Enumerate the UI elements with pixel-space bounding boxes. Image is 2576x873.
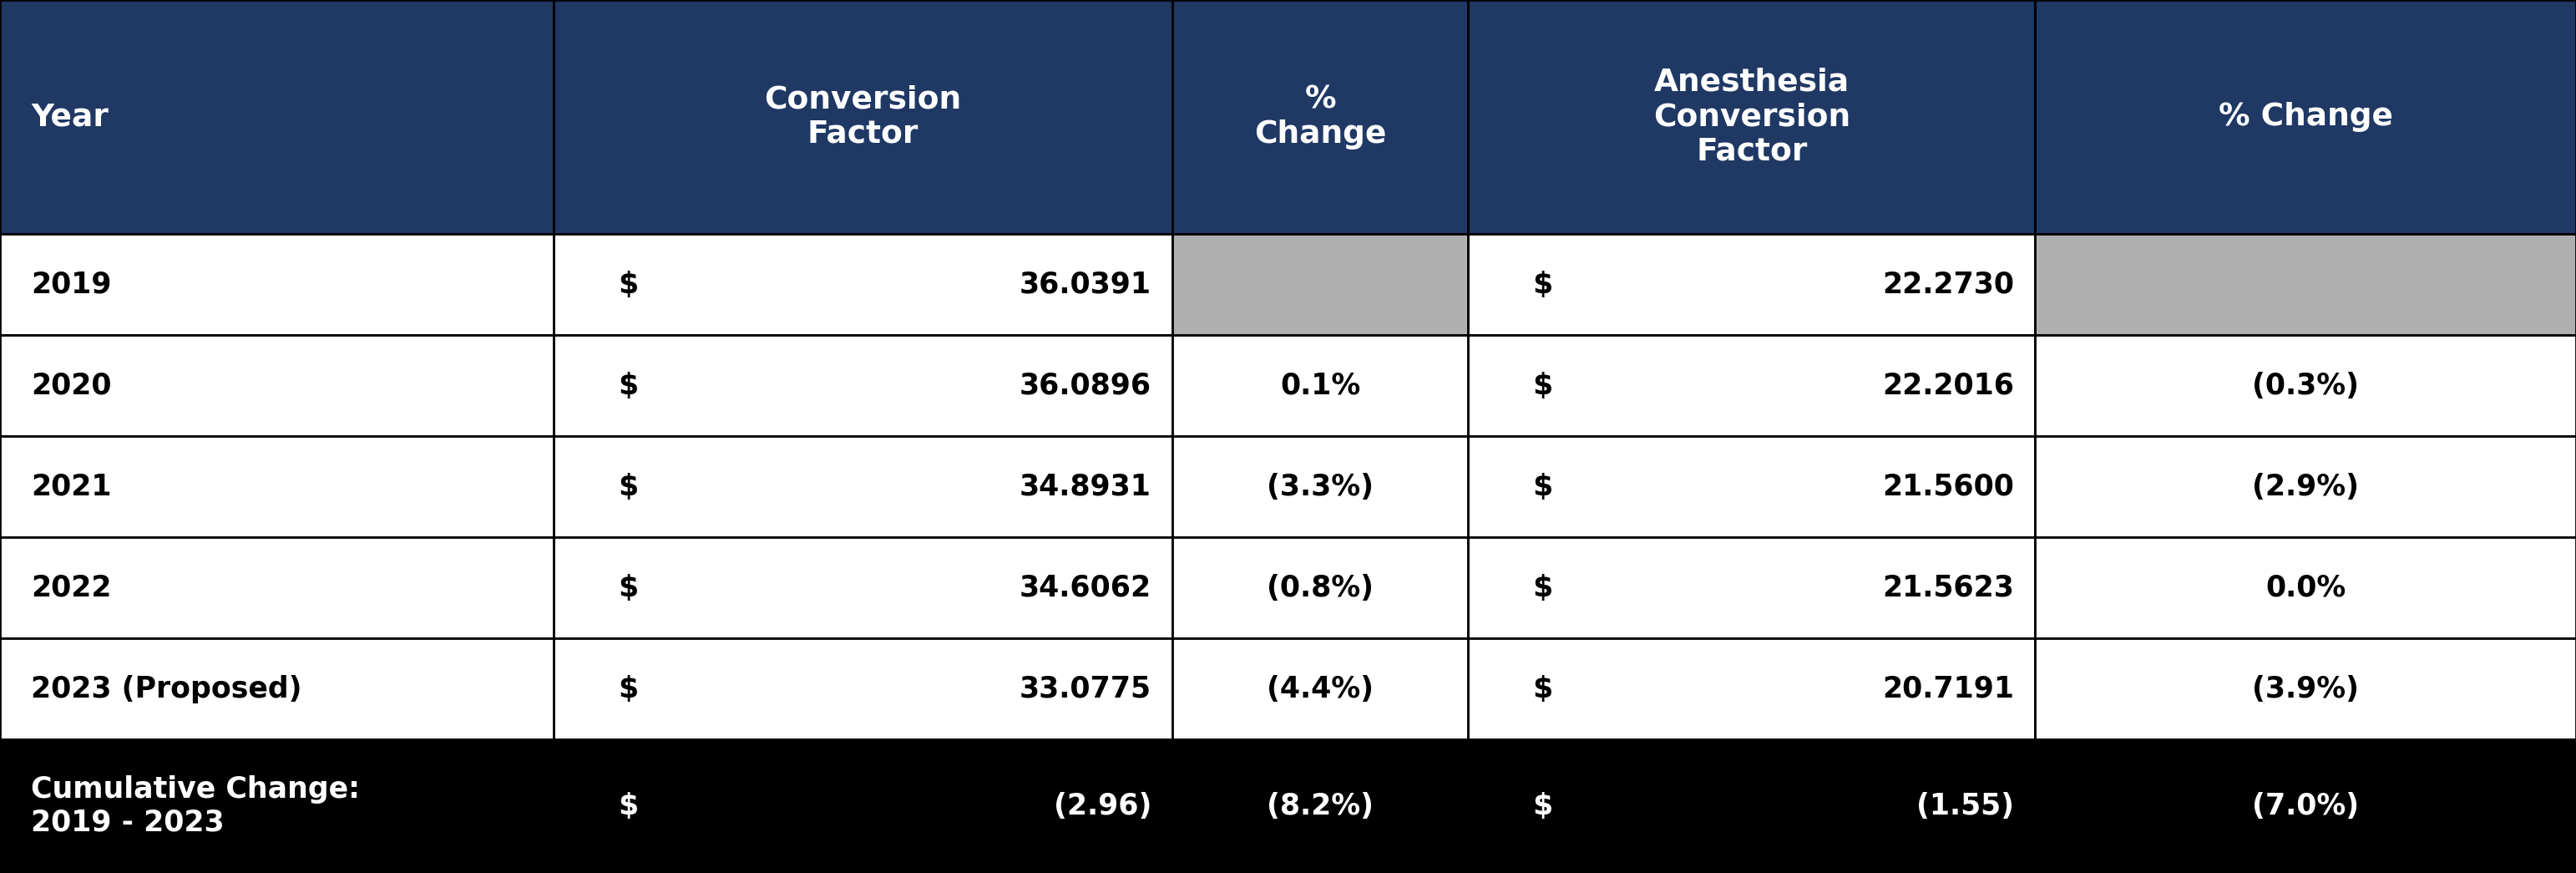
Text: $: $ <box>1533 271 1553 299</box>
Text: 36.0391: 36.0391 <box>1020 271 1151 299</box>
Text: 36.0896: 36.0896 <box>1020 371 1151 400</box>
Bar <box>2035 335 2576 436</box>
Bar <box>1468 436 2035 537</box>
Bar <box>2035 537 2576 638</box>
Bar <box>1172 537 1468 638</box>
Text: $: $ <box>618 371 639 400</box>
Bar <box>554 234 1172 335</box>
Bar <box>1172 234 1468 335</box>
Bar <box>1468 0 2035 234</box>
Text: $: $ <box>1533 792 1553 821</box>
Bar <box>0 0 554 234</box>
Text: $: $ <box>1533 675 1553 703</box>
Text: 21.5623: 21.5623 <box>1883 574 2014 602</box>
Text: 20.7191: 20.7191 <box>1883 675 2014 703</box>
Text: % Change: % Change <box>2218 102 2393 132</box>
Bar <box>1172 638 1468 739</box>
Bar <box>1468 234 2035 335</box>
Bar <box>2035 739 2576 873</box>
Bar <box>2035 234 2576 335</box>
Text: 33.0775: 33.0775 <box>1020 675 1151 703</box>
Bar <box>1172 335 1468 436</box>
Text: $: $ <box>618 792 639 821</box>
Bar <box>2035 0 2576 234</box>
Bar <box>554 638 1172 739</box>
Text: 2020: 2020 <box>31 371 111 400</box>
Bar <box>1172 436 1468 537</box>
Bar <box>1172 739 1468 873</box>
Text: $: $ <box>618 675 639 703</box>
Text: $: $ <box>618 574 639 602</box>
Bar <box>0 638 554 739</box>
Text: $: $ <box>618 472 639 501</box>
Text: 22.2016: 22.2016 <box>1883 371 2014 400</box>
Text: (4.4%): (4.4%) <box>1267 675 1373 703</box>
Bar <box>1468 335 2035 436</box>
Text: Conversion
Factor: Conversion Factor <box>765 85 961 149</box>
Text: (0.8%): (0.8%) <box>1267 574 1373 602</box>
Bar <box>554 537 1172 638</box>
Text: (2.9%): (2.9%) <box>2251 472 2360 501</box>
Text: 21.5600: 21.5600 <box>1883 472 2014 501</box>
Bar <box>0 234 554 335</box>
Bar <box>554 335 1172 436</box>
Text: (7.0%): (7.0%) <box>2251 792 2360 821</box>
Text: Anesthesia
Conversion
Factor: Anesthesia Conversion Factor <box>1654 67 1850 167</box>
Bar <box>1468 638 2035 739</box>
Text: 2021: 2021 <box>31 472 111 501</box>
Bar <box>0 335 554 436</box>
Text: 0.0%: 0.0% <box>2264 574 2347 602</box>
Text: $: $ <box>1533 371 1553 400</box>
Text: 34.6062: 34.6062 <box>1020 574 1151 602</box>
Text: 2022: 2022 <box>31 574 111 602</box>
Text: (3.3%): (3.3%) <box>1267 472 1373 501</box>
Bar <box>1468 739 2035 873</box>
Text: $: $ <box>1533 472 1553 501</box>
Bar <box>2035 638 2576 739</box>
Text: 2023 (Proposed): 2023 (Proposed) <box>31 675 301 703</box>
Text: %
Change: % Change <box>1255 85 1386 149</box>
Bar <box>2035 436 2576 537</box>
Text: (2.96): (2.96) <box>1054 792 1151 821</box>
Text: $: $ <box>1533 574 1553 602</box>
Bar <box>554 0 1172 234</box>
Text: (3.9%): (3.9%) <box>2251 675 2360 703</box>
Text: Cumulative Change:
2019 - 2023: Cumulative Change: 2019 - 2023 <box>31 775 361 837</box>
Text: (8.2%): (8.2%) <box>1267 792 1373 821</box>
Bar <box>554 436 1172 537</box>
Text: (0.3%): (0.3%) <box>2251 371 2360 400</box>
Bar <box>0 537 554 638</box>
Text: (1.55): (1.55) <box>1917 792 2014 821</box>
Text: 0.1%: 0.1% <box>1280 371 1360 400</box>
Text: Year: Year <box>31 102 108 132</box>
Text: 22.2730: 22.2730 <box>1883 271 2014 299</box>
Bar <box>1468 537 2035 638</box>
Bar <box>1172 0 1468 234</box>
Bar <box>554 739 1172 873</box>
Text: 2019: 2019 <box>31 271 111 299</box>
Text: 34.8931: 34.8931 <box>1020 472 1151 501</box>
Bar <box>0 436 554 537</box>
Text: $: $ <box>618 271 639 299</box>
Bar <box>0 739 554 873</box>
